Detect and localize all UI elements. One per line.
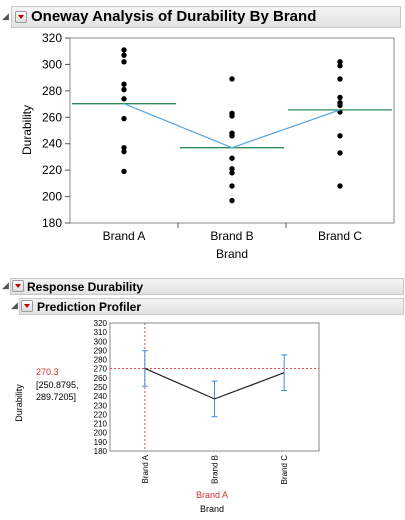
profiler-y-tick-label: 230	[94, 401, 108, 410]
means-connecting-line	[123, 103, 341, 149]
oneway-y-tick-label: 240	[42, 137, 62, 151]
profiler-x-tick-label: Brand A	[141, 454, 150, 483]
data-point	[229, 113, 235, 119]
data-point	[229, 170, 235, 176]
data-point	[121, 115, 127, 122]
data-point	[229, 166, 235, 172]
data-point	[337, 183, 343, 189]
profiler-x-tick-label: Brand C	[280, 455, 289, 485]
oneway-title-bar	[11, 6, 401, 28]
profiler-x-axis-label: Brand	[200, 504, 224, 514]
profiler-y-tick-label: 240	[94, 392, 108, 401]
data-point	[229, 197, 235, 204]
profiler-y-tick-label: 250	[94, 383, 108, 392]
data-point	[121, 81, 127, 87]
profiler-chart[interactable]: 1801902002102202302402502602702802903003…	[0, 315, 405, 520]
data-point	[337, 102, 343, 109]
data-point	[229, 133, 235, 139]
data-point	[121, 168, 127, 175]
response-title: Response Durability	[27, 280, 144, 294]
profiler-menu-icon[interactable]	[21, 300, 33, 312]
data-point	[337, 94, 343, 101]
oneway-y-tick-label: 300	[42, 57, 62, 71]
oneway-y-tick-label: 220	[42, 163, 62, 177]
profiler-current-x-value: Brand A	[196, 490, 228, 500]
profiler-y-tick-label: 290	[94, 346, 108, 355]
oneway-y-tick-label: 260	[42, 110, 62, 124]
data-point	[229, 155, 235, 161]
oneway-y-axis-label: Durability	[20, 105, 34, 155]
data-point	[229, 183, 235, 189]
data-point	[121, 86, 127, 93]
disclosure-triangle-icon[interactable]: ◢	[2, 11, 9, 21]
oneway-x-tick-label: Brand A	[103, 229, 146, 243]
profiler-y-tick-label: 320	[94, 319, 108, 328]
profiler-y-tick-label: 310	[94, 328, 108, 337]
profiler-y-tick-label: 190	[94, 438, 108, 447]
profiler-y-tick-label: 210	[94, 420, 108, 429]
data-point	[337, 63, 343, 69]
oneway-plot-frame	[69, 37, 395, 224]
profiler-y-tick-label: 270	[94, 365, 108, 374]
profiler-plot-frame	[109, 322, 320, 452]
response-menu-icon[interactable]	[12, 280, 24, 292]
oneway-y-tick-label: 280	[42, 84, 62, 98]
profiler-y-tick-label: 300	[94, 337, 108, 346]
profile-trace-line	[144, 367, 285, 400]
data-point	[337, 76, 343, 82]
oneway-y-tick-label: 180	[42, 216, 62, 230]
oneway-x-tick-label: Brand B	[210, 229, 253, 243]
red-triangle-menu-icon[interactable]	[15, 11, 27, 23]
data-point	[337, 150, 343, 156]
oneway-y-tick-label: 320	[42, 31, 62, 45]
oneway-chart: 180 200 220 240 260 280 300 320 Brand A Brand B B…	[20, 31, 395, 261]
data-point	[229, 76, 235, 82]
profiler-x-tick-label: Brand B	[211, 455, 220, 484]
profiler-disclosure-icon[interactable]: ◢	[11, 300, 18, 310]
oneway-y-tick-label: 200	[42, 190, 62, 204]
oneway-x-tick-label: Brand C	[318, 229, 362, 243]
oneway-x-axis-label: Brand	[216, 247, 248, 261]
data-point	[121, 59, 127, 65]
data-point	[121, 148, 127, 155]
response-disclosure-icon[interactable]: ◢	[2, 280, 9, 290]
data-point	[121, 52, 127, 58]
data-point	[337, 59, 343, 65]
profiler-title: Prediction Profiler	[37, 300, 142, 314]
data-point	[121, 144, 127, 151]
data-point	[121, 47, 127, 53]
profiler-y-tick-label: 280	[94, 356, 108, 365]
profiler-y-tick-label: 220	[94, 410, 108, 419]
profiler-y-tick-label: 200	[94, 429, 108, 438]
data-point	[121, 96, 127, 102]
profiler-y-tick-label: 260	[94, 374, 108, 383]
profiler-current-value: 270.3	[36, 367, 59, 377]
response-title-bar	[10, 278, 404, 295]
profiler-title-bar	[19, 298, 404, 315]
profiler-confidence-interval: [250.8795, 289.7205]	[36, 380, 79, 402]
profiler-y-tick-label: 180	[94, 447, 108, 456]
oneway-title: Oneway Analysis of Durability By Brand	[31, 8, 317, 25]
data-point	[337, 133, 343, 139]
